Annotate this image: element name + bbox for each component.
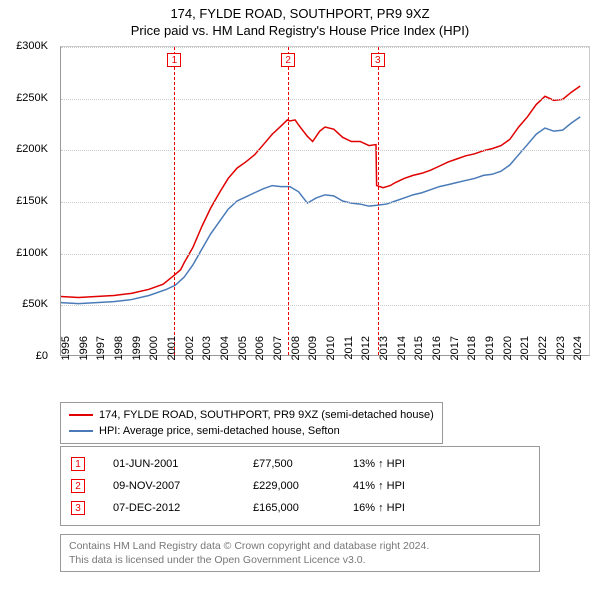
x-axis-label: 2005 xyxy=(237,336,249,366)
x-axis-label: 2015 xyxy=(413,336,425,366)
event-marker-icon: 2 xyxy=(281,53,295,67)
x-axis-label: 2010 xyxy=(325,336,337,366)
y-axis-label: £0 xyxy=(36,350,48,362)
event-date: 01-JUN-2001 xyxy=(113,453,253,475)
y-axis-label: £150K xyxy=(16,195,48,207)
x-axis-label: 2020 xyxy=(502,336,514,366)
x-axis-label: 2017 xyxy=(449,336,461,366)
x-axis-label: 2019 xyxy=(484,336,496,366)
y-axis-label: £50K xyxy=(22,298,48,310)
x-axis-label: 2003 xyxy=(201,336,213,366)
legend-swatch xyxy=(69,430,93,432)
event-price: £77,500 xyxy=(253,453,353,475)
y-axis-label: £200K xyxy=(16,143,48,155)
event-date: 09-NOV-2007 xyxy=(113,475,253,497)
license-box: Contains HM Land Registry data © Crown c… xyxy=(60,534,540,572)
chart-title: 174, FYLDE ROAD, SOUTHPORT, PR9 9XZ xyxy=(0,6,600,21)
x-axis-label: 2004 xyxy=(219,336,231,366)
event-delta: 13% ↑ HPI xyxy=(353,453,405,475)
legend-box: 174, FYLDE ROAD, SOUTHPORT, PR9 9XZ (sem… xyxy=(60,402,443,444)
legend-label: HPI: Average price, semi-detached house,… xyxy=(99,423,340,439)
event-price: £165,000 xyxy=(253,497,353,519)
x-axis-label: 2001 xyxy=(166,336,178,366)
y-axis-label: £300K xyxy=(16,40,48,52)
event-marker-icon: 1 xyxy=(167,53,181,67)
x-axis-label: 2009 xyxy=(307,336,319,366)
x-axis-label: 2014 xyxy=(396,336,408,366)
event-row: 3 07-DEC-2012 £165,000 16% ↑ HPI xyxy=(71,497,529,519)
x-axis-label: 2000 xyxy=(148,336,160,366)
legend-item: 174, FYLDE ROAD, SOUTHPORT, PR9 9XZ (sem… xyxy=(69,407,434,423)
chart-lines xyxy=(61,47,589,355)
legend-item: HPI: Average price, semi-detached house,… xyxy=(69,423,434,439)
x-axis-label: 2011 xyxy=(343,336,355,366)
x-axis-label: 1997 xyxy=(95,336,107,366)
x-axis-label: 2008 xyxy=(290,336,302,366)
event-delta: 41% ↑ HPI xyxy=(353,475,405,497)
event-marker-icon: 2 xyxy=(71,479,85,493)
x-axis-label: 2012 xyxy=(360,336,372,366)
event-marker-icon: 3 xyxy=(371,53,385,67)
x-axis-label: 2016 xyxy=(431,336,443,366)
legend-label: 174, FYLDE ROAD, SOUTHPORT, PR9 9XZ (sem… xyxy=(99,407,434,423)
x-axis-label: 2021 xyxy=(519,336,531,366)
chart-title-block: 174, FYLDE ROAD, SOUTHPORT, PR9 9XZ Pric… xyxy=(0,0,600,38)
x-axis-label: 1999 xyxy=(131,336,143,366)
event-delta: 16% ↑ HPI xyxy=(353,497,405,519)
event-date: 07-DEC-2012 xyxy=(113,497,253,519)
x-axis-label: 1996 xyxy=(78,336,90,366)
license-line: This data is licensed under the Open Gov… xyxy=(69,553,531,567)
series-line xyxy=(61,86,580,297)
x-axis-label: 1995 xyxy=(60,336,72,366)
event-row: 2 09-NOV-2007 £229,000 41% ↑ HPI xyxy=(71,475,529,497)
y-axis-label: £250K xyxy=(16,92,48,104)
x-axis-label: 1998 xyxy=(113,336,125,366)
x-axis-label: 2018 xyxy=(466,336,478,366)
event-marker-icon: 3 xyxy=(71,501,85,515)
legend-swatch xyxy=(69,414,93,416)
event-line xyxy=(378,47,379,355)
x-axis-label: 2013 xyxy=(378,336,390,366)
x-axis-label: 2006 xyxy=(254,336,266,366)
x-axis-label: 2024 xyxy=(572,336,584,366)
event-price: £229,000 xyxy=(253,475,353,497)
event-row: 1 01-JUN-2001 £77,500 13% ↑ HPI xyxy=(71,453,529,475)
x-axis-label: 2002 xyxy=(184,336,196,366)
chart-area: 123 £0£50K£100K£150K£200K£250K£300K19951… xyxy=(10,46,590,396)
event-line xyxy=(174,47,175,355)
x-axis-label: 2022 xyxy=(537,336,549,366)
plot-area: 1 2 3 xyxy=(60,46,590,356)
x-axis-label: 2023 xyxy=(555,336,567,366)
event-line xyxy=(288,47,289,355)
chart-subtitle: Price paid vs. HM Land Registry's House … xyxy=(0,23,600,38)
y-axis-label: £100K xyxy=(16,247,48,259)
x-axis-label: 2007 xyxy=(272,336,284,366)
event-marker-icon: 1 xyxy=(71,457,85,471)
license-line: Contains HM Land Registry data © Crown c… xyxy=(69,539,531,553)
events-box: 1 01-JUN-2001 £77,500 13% ↑ HPI 2 09-NOV… xyxy=(60,446,540,526)
